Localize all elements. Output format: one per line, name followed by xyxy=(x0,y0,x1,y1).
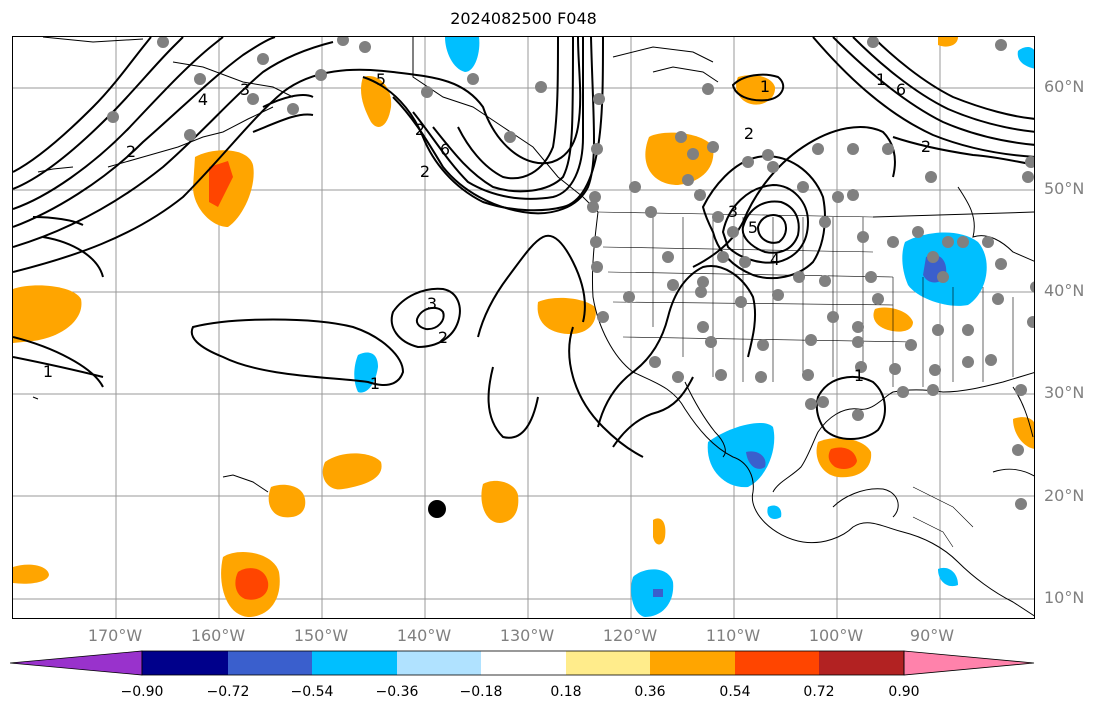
colorbar-segment xyxy=(312,651,397,675)
contour-label: 2 xyxy=(744,124,754,143)
contour-label: 2 xyxy=(415,120,425,139)
colorbar-segment xyxy=(142,651,228,675)
lat-label: 30°N xyxy=(1044,383,1085,402)
lon-label: 140°W xyxy=(396,626,452,645)
positive-anomaly-strong xyxy=(235,568,269,600)
colorbar-tick-label: −0.18 xyxy=(459,684,503,700)
lon-label: 160°W xyxy=(190,626,246,645)
positive-anomaly xyxy=(481,480,519,523)
contour-label: 4 xyxy=(198,90,208,109)
lat-label: 40°N xyxy=(1044,281,1085,300)
contour-label: 4 xyxy=(770,250,780,269)
contour-label: 6 xyxy=(440,140,450,159)
contour-label: 2 xyxy=(126,142,136,161)
negative-anomaly xyxy=(1017,47,1034,69)
negative-anomaly xyxy=(631,569,674,617)
lat-label: 20°N xyxy=(1044,486,1085,505)
contour-labels: 1 2 3 4 5 6 2 1 3 2 1 2 3 4 5 1 1 2 6 2 xyxy=(43,70,931,393)
contour-label: 1 xyxy=(43,362,53,381)
negative-anomaly-mid xyxy=(653,589,663,597)
map-canvas: 1 2 3 4 5 6 2 1 3 2 1 2 3 4 5 1 1 2 6 2 xyxy=(13,37,1034,618)
contour-label: 5 xyxy=(376,70,386,89)
lat-label: 50°N xyxy=(1044,179,1085,198)
positive-anomaly xyxy=(1013,417,1034,449)
map-frame[interactable]: 1 2 3 4 5 6 2 1 3 2 1 2 3 4 5 1 1 2 6 2 xyxy=(12,36,1035,619)
colorbar-tick-label: 0.54 xyxy=(719,684,751,700)
negative-anomaly-mid xyxy=(746,451,766,469)
contour-label: 1 xyxy=(854,366,864,385)
colorbar-tick-label: −0.72 xyxy=(206,684,250,700)
colorbar-tick-label: 0.90 xyxy=(888,684,920,700)
station-markers xyxy=(107,37,1034,510)
negative-anomaly xyxy=(938,567,958,587)
contour-label: 2 xyxy=(438,328,448,347)
positive-anomaly xyxy=(322,453,382,490)
map-title: 2024082500 F048 xyxy=(450,9,597,28)
contour-label: 2 xyxy=(420,162,430,181)
colorbar-tick-label: 0.72 xyxy=(803,684,835,700)
colorbar-segment xyxy=(650,651,735,675)
colorbar xyxy=(10,650,1035,676)
positive-anomaly xyxy=(537,297,596,335)
positive-anomaly xyxy=(360,76,392,127)
negative-anomaly xyxy=(767,505,782,519)
contour-label: 1 xyxy=(760,77,770,96)
colorbar-extend-low xyxy=(10,650,143,676)
colorbar-extend-high xyxy=(903,650,1035,676)
colorbar-segment xyxy=(228,651,312,675)
contour-label: 6 xyxy=(896,80,906,99)
lat-label: 10°N xyxy=(1044,588,1085,607)
gridlines xyxy=(13,37,1034,618)
colorbar-tick-label: −0.36 xyxy=(375,684,419,700)
colorbar-tick-label: −0.54 xyxy=(290,684,334,700)
colorbar-segment xyxy=(735,651,819,675)
colorbar-segment xyxy=(481,651,566,675)
contour-label: 5 xyxy=(748,218,758,237)
positive-anomaly xyxy=(13,564,49,584)
contour-label: 1 xyxy=(876,70,886,89)
lon-label: 150°W xyxy=(293,626,349,645)
storm-marker xyxy=(428,500,446,518)
positive-anomaly xyxy=(938,37,958,47)
coastlines xyxy=(32,37,1034,617)
lon-label: 120°W xyxy=(602,626,658,645)
contour-label: 3 xyxy=(427,294,437,313)
positive-anomaly xyxy=(13,285,82,343)
positive-anomaly xyxy=(653,518,666,545)
negative-anomaly xyxy=(707,422,775,488)
colorbar-tick-label: 0.18 xyxy=(550,684,582,700)
contour-label: 1 xyxy=(370,374,380,393)
negative-anomaly xyxy=(445,37,480,72)
height-contours xyxy=(13,37,1034,458)
lon-label: 100°W xyxy=(808,626,864,645)
positive-anomaly xyxy=(268,484,306,518)
lon-label: 170°W xyxy=(87,626,143,645)
contour-label: 3 xyxy=(240,80,250,99)
contour-label: 2 xyxy=(921,137,931,156)
colorbar-segment xyxy=(819,651,904,675)
lon-label: 130°W xyxy=(499,626,555,645)
colorbar-tick-label: 0.36 xyxy=(634,684,666,700)
positive-anomaly xyxy=(645,132,714,185)
anomaly-fills xyxy=(13,37,1034,617)
colorbar-tick-label: −0.90 xyxy=(120,684,164,700)
colorbar-segment xyxy=(397,651,481,675)
lon-label: 110°W xyxy=(705,626,761,645)
positive-anomaly-strong xyxy=(828,447,857,469)
lon-label: 90°W xyxy=(909,626,955,645)
positive-anomaly-strong xyxy=(209,161,233,207)
lat-label: 60°N xyxy=(1044,77,1085,96)
contour-label: 3 xyxy=(728,202,738,221)
colorbar-segment xyxy=(566,651,650,675)
